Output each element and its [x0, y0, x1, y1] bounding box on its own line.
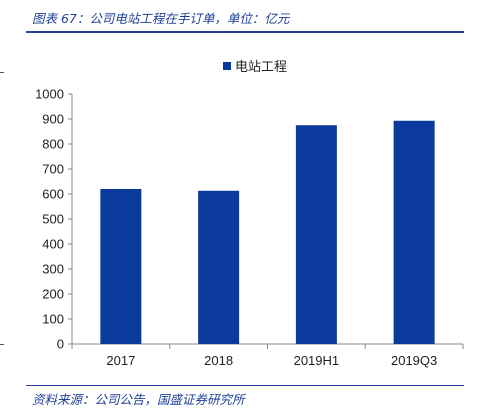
legend-label: 电站工程 — [235, 60, 287, 75]
y-tick-label: 1000 — [35, 87, 64, 102]
y-tick-label: 0 — [57, 337, 64, 352]
margin-mark — [0, 72, 4, 73]
bar — [393, 120, 435, 344]
bar — [198, 190, 240, 344]
y-tick-label: 500 — [42, 212, 64, 227]
y-axis: 0 100 200 300 400 500 600 700 800 900 1000 — [35, 87, 73, 352]
figure-caption: 图表 67：公司电站工程在手订单，单位：亿元 — [32, 11, 290, 26]
x-axis: 2017 2018 2019H1 2019Q3 — [71, 343, 464, 368]
top-rule — [26, 31, 464, 33]
x-tick-label: 2019H1 — [294, 353, 340, 368]
bar — [100, 189, 142, 344]
y-tick-label: 300 — [42, 262, 64, 277]
x-tick-label: 2019Q3 — [391, 353, 437, 368]
y-tick-label: 700 — [42, 162, 64, 177]
margin-mark — [0, 344, 4, 345]
legend-swatch — [223, 62, 231, 70]
bottom-rule — [26, 385, 464, 386]
y-tick-label: 600 — [42, 187, 64, 202]
chart-legend: 电站工程 — [223, 60, 287, 75]
y-tick-label: 200 — [42, 287, 64, 302]
x-tick-label: 2017 — [106, 353, 135, 368]
y-tick-label: 800 — [42, 137, 64, 152]
y-tick-label: 900 — [42, 112, 64, 127]
y-tick-label: 400 — [42, 237, 64, 252]
source-note: 资料来源：公司公告，国盛证券研究所 — [32, 392, 245, 407]
bar — [295, 125, 337, 344]
bars — [100, 120, 435, 344]
y-tick-label: 100 — [42, 312, 64, 327]
x-tick-label: 2018 — [204, 353, 233, 368]
